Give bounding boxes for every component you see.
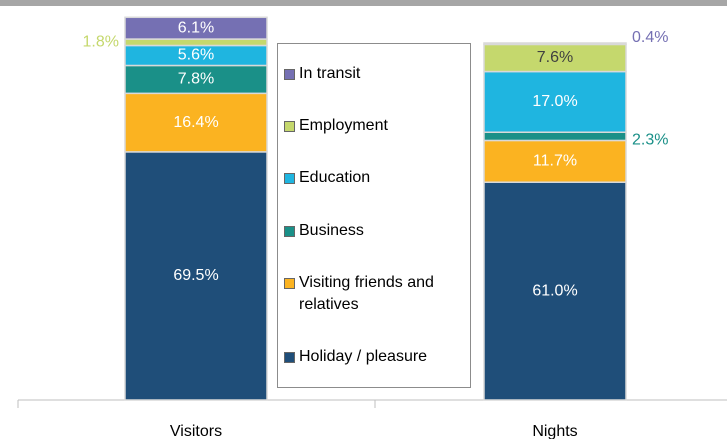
legend-item: Employment — [284, 115, 464, 137]
legend-item: In transit — [284, 63, 464, 85]
data-label: 7.8% — [178, 71, 214, 88]
data-label: 17.0% — [532, 93, 577, 110]
bar-segment — [483, 181, 627, 401]
legend-label: Education — [299, 169, 371, 187]
data-label: 2.3% — [632, 132, 668, 149]
data-label: 11.7% — [533, 153, 577, 170]
bar-segment — [124, 92, 268, 153]
data-label: 61.0% — [532, 282, 577, 299]
bar-segment — [483, 131, 627, 142]
data-label: 0.4% — [632, 29, 668, 46]
legend-swatch — [284, 225, 295, 237]
legend-swatch — [284, 351, 295, 363]
data-label: 6.1% — [178, 19, 214, 36]
legend-swatch — [284, 121, 295, 133]
bar-segment — [483, 139, 627, 183]
legend: Holiday / pleasure Visiting friends and r… — [277, 43, 471, 388]
x-tick-label: Nights — [532, 423, 577, 439]
legend-item: Business — [284, 220, 464, 242]
legend-swatch — [284, 173, 295, 185]
bar-segment — [483, 70, 627, 133]
bar-segment — [124, 16, 268, 40]
bar-segment — [483, 42, 627, 46]
data-label: 1.8% — [83, 33, 119, 50]
data-label: 69.5% — [173, 267, 218, 284]
bar-segment — [124, 64, 268, 95]
data-label: 7.6% — [537, 49, 573, 66]
data-label: 5.6% — [178, 47, 214, 64]
legend-label: Visiting friends and relatives — [299, 273, 434, 313]
legend-label: Business — [299, 221, 364, 239]
legend-item: Visiting friends and relatives — [284, 272, 464, 316]
legend-label: Holiday / pleasure — [299, 347, 428, 365]
bar-segment — [124, 38, 268, 47]
legend-swatch — [284, 69, 295, 81]
top-band — [0, 0, 727, 6]
legend-item: Education — [284, 167, 464, 189]
x-tick-label: Visitors — [170, 423, 222, 439]
legend-label: Employment — [299, 117, 388, 135]
bar-segment — [124, 151, 268, 401]
bar-segment — [483, 43, 627, 73]
legend-swatch — [284, 277, 295, 289]
data-label: 16.4% — [173, 114, 218, 131]
legend-item: Holiday / pleasure — [284, 346, 464, 368]
legend-label: In transit — [299, 65, 361, 83]
